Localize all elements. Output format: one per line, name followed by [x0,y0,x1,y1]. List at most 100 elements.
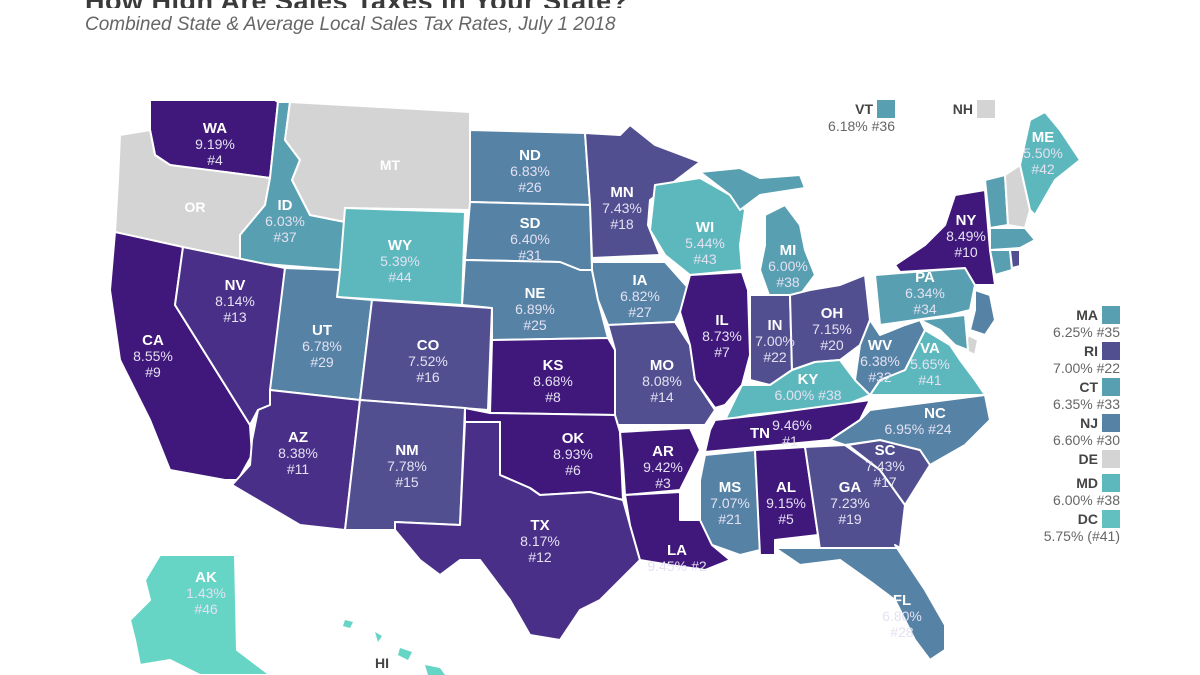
label-ca: CA 8.55% #9 [133,332,173,380]
callout-ri-swatch [1102,342,1120,360]
callout-md-swatch [1102,474,1120,492]
label-ks: KS 8.68% #8 [533,357,573,405]
callout-md: MD 6.00% #38 [1000,474,1120,508]
state-mn[interactable] [584,124,701,259]
label-al: AL 9.15% #5 [766,479,806,527]
label-va: VA 5.65% #41 [910,340,950,388]
title-clip: How High Are Sales Taxes in Your State? [85,0,629,8]
label-mt: MT [380,157,401,173]
label-ak: AK 1.43% #46 [186,569,226,617]
callout-ct: CT 6.35% #33 [1000,378,1120,412]
callout-ct-abbr: CT [1079,379,1098,395]
label-tx: TX 8.17% #12 [520,517,560,565]
state-ct[interactable] [989,249,1013,276]
label-tn: TN 9.46% #1 [750,417,812,449]
label-nc: NC 6.95% #24 [884,405,951,437]
callout-ma: MA 6.25% #35 [1000,306,1120,340]
label-ny: NY 8.49% #10 [946,212,986,260]
callout-vt-abbr: VT [855,101,873,117]
callout-md-abbr: MD [1076,475,1098,491]
callout-dc: DC 5.75% (#41) [1000,510,1120,544]
label-me: ME 5.50% #42 [1023,129,1063,177]
callout-nh-abbr: NH [952,101,973,117]
label-nm: NM 7.78% #15 [387,442,427,490]
state-fl[interactable] [774,544,946,661]
callout-nj-swatch [1102,414,1120,432]
map-subtitle: Combined State & Average Local Sales Tax… [85,14,616,35]
label-oh: OH 7.15% #20 [812,305,852,353]
label-ga: GA 7.23% #19 [830,479,870,527]
state-ar[interactable] [619,427,701,496]
label-mi: MI 6.00% #38 [768,242,808,290]
callout-ct-value: 6.35% #33 [1053,396,1120,412]
label-ms: MS 7.07% #21 [710,479,750,527]
callout-ct-swatch [1102,378,1120,396]
label-ne: NE 6.89% #25 [515,285,555,333]
callout-de: DE [1000,450,1120,468]
label-id: ID 6.03% #37 [265,197,305,245]
callout-nh: NH [940,100,995,118]
label-ky: KY 6.00% #38 [774,371,841,403]
callout-nj-abbr: NJ [1080,415,1098,431]
callout-list: MA 6.25% #35 RI 7.00% #22 CT 6.35% #33 N… [1000,306,1120,546]
label-la: LA 9.45% #2 [647,542,706,574]
label-mo: MO 8.08% #14 [642,357,682,405]
state-mi-up[interactable] [699,167,806,211]
state-md[interactable] [919,314,969,351]
state-nh[interactable] [1004,164,1031,229]
state-ak[interactable] [129,554,271,675]
callout-vt-swatch [877,100,895,118]
callout-dc-abbr: DC [1077,511,1098,527]
state-ne[interactable] [461,259,609,341]
labels: WA 9.19% #4 OR MT ID 6.03% #37 WY 5.39% #44 CA… [133,120,1063,640]
state-la[interactable] [624,491,731,571]
state-hi[interactable] [343,620,445,675]
label-az: AZ 8.38% #11 [278,429,318,477]
callout-nj-value: 6.60% #30 [1053,432,1120,448]
callout-ri-abbr: RI [1084,343,1098,359]
state-mo[interactable] [607,321,716,426]
state-il[interactable] [679,271,751,409]
state-ma[interactable] [989,227,1036,251]
callout-ri-value: 7.00% #22 [1053,360,1120,376]
label-hi: HI [375,655,389,671]
state-tx[interactable] [394,421,641,641]
label-pa: PA 6.34% #34 [905,269,945,317]
label-il: IL 8.73% #7 [702,312,742,360]
callout-vt-value: 6.18% #36 [828,118,895,134]
label-nv: NV 8.14% #13 [215,277,255,325]
label-wi: WI 5.44% #43 [685,219,725,267]
label-wy: WY 5.39% #44 [380,237,420,285]
callout-de-swatch [1102,450,1120,468]
label-fl: FL 6.80% #28 [882,592,922,640]
callout-nj: NJ 6.60% #30 [1000,414,1120,448]
callout-de-abbr: DE [1078,451,1098,467]
callout-ri: RI 7.00% #22 [1000,342,1120,376]
state-mi[interactable] [759,204,816,299]
state-nc[interactable] [829,394,991,466]
label-ok: OK 8.93% #6 [553,430,593,478]
label-sc: SC 7.43% #17 [865,442,905,490]
callout-nh-swatch [977,100,995,118]
label-ia: IA 6.82% #27 [620,272,660,320]
label-ut: UT 6.78% #29 [302,322,342,370]
map-title: How High Are Sales Taxes in Your State? [85,0,629,8]
label-mn: MN 7.43% #18 [602,184,642,232]
callout-md-value: 6.00% #38 [1053,492,1120,508]
callout-vt: VT 6.18% #36 [800,100,895,134]
label-co: CO 7.52% #16 [408,337,448,385]
state-nj[interactable] [969,289,996,336]
state-mt[interactable] [284,101,471,223]
label-in: IN 7.00% #22 [755,317,795,365]
label-nd: ND 6.83% #26 [510,147,550,195]
callout-ma-abbr: MA [1076,307,1098,323]
state-ri[interactable] [1009,249,1021,269]
state-co[interactable] [359,299,493,411]
callout-ma-value: 6.25% #35 [1053,324,1120,340]
state-wi[interactable] [649,177,746,276]
label-ar: AR 9.42% #3 [643,443,683,491]
state-me[interactable] [1019,111,1081,216]
callout-dc-value: 5.75% (#41) [1043,528,1120,544]
label-sd: SD 6.40% #31 [510,215,550,263]
